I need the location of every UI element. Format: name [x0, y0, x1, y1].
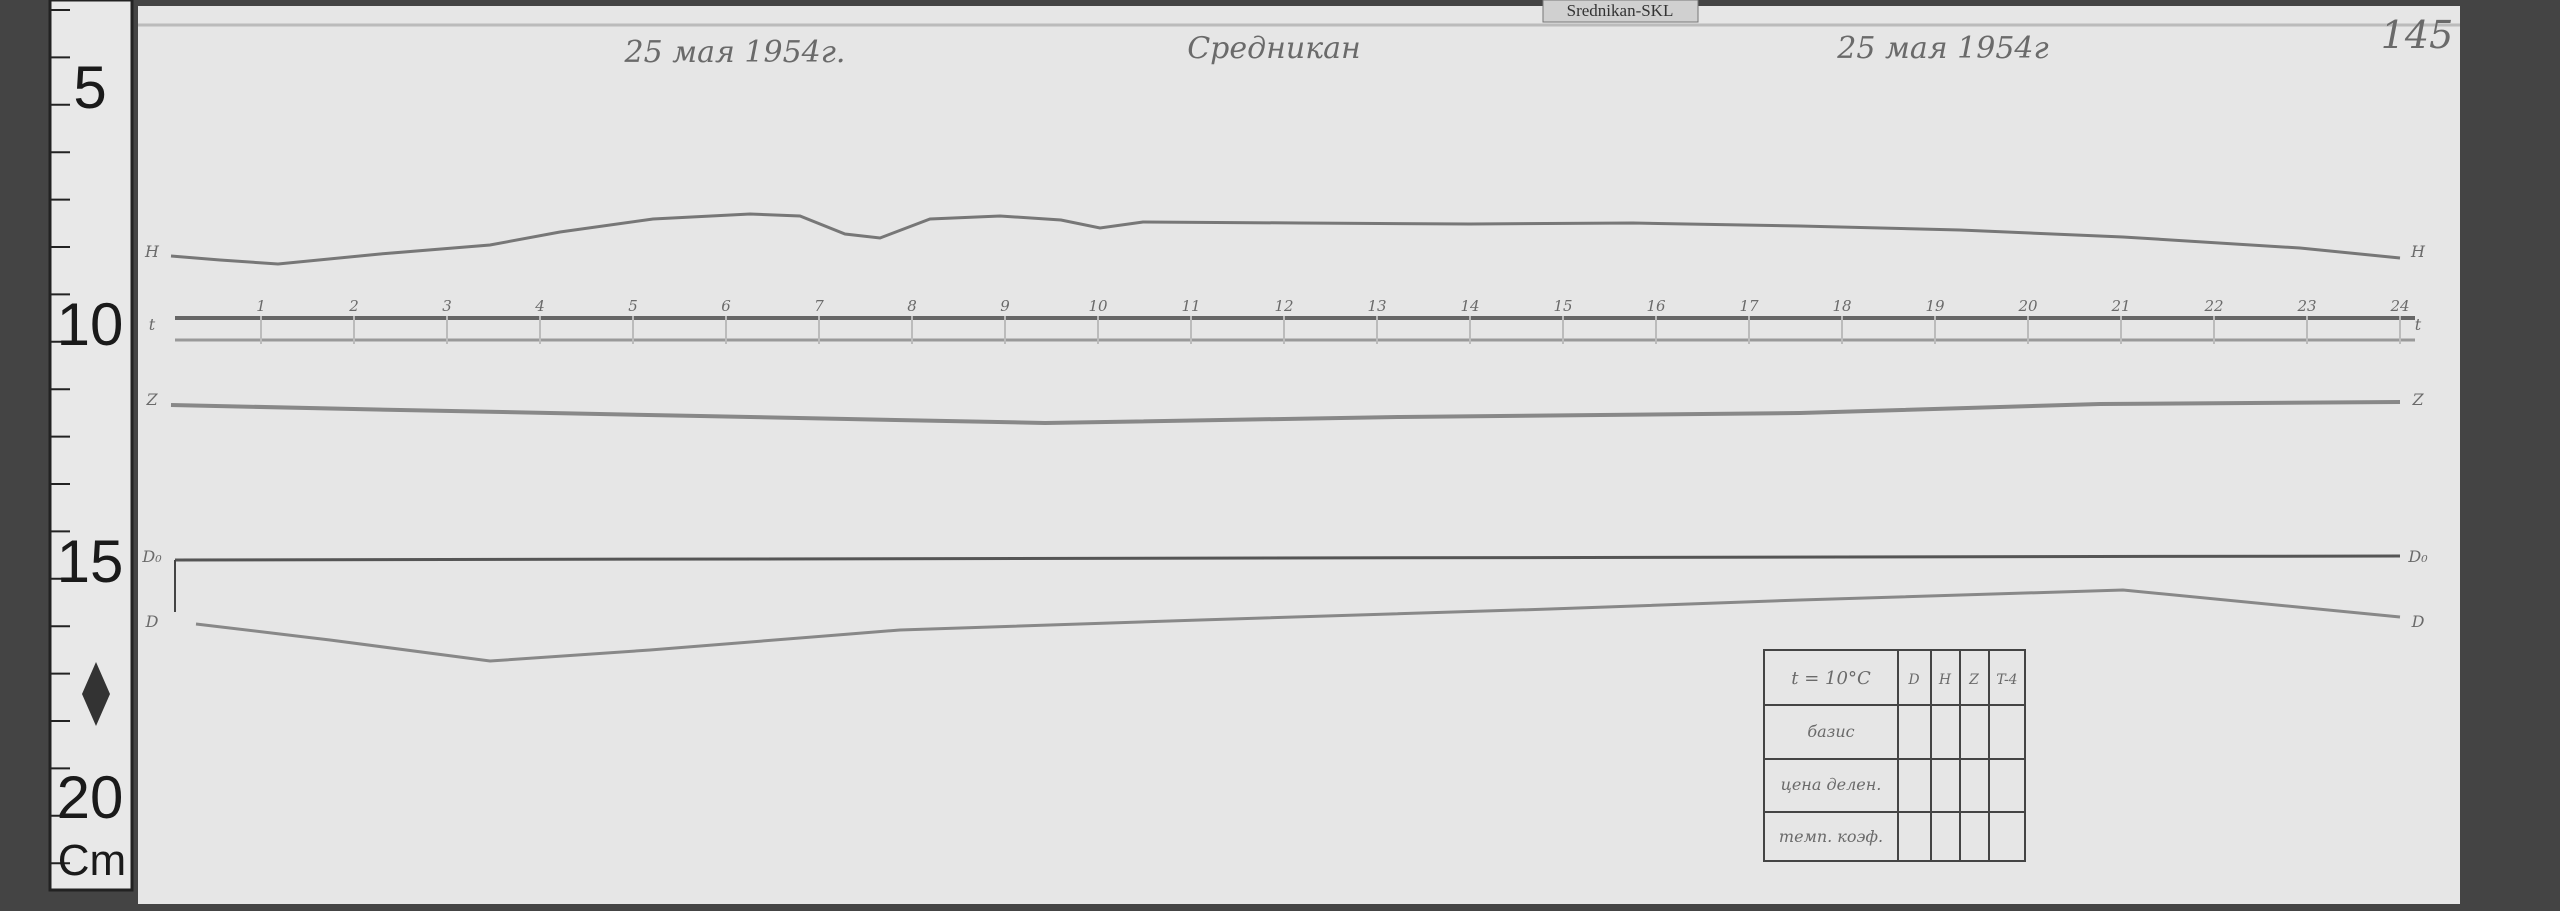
table-row-label: базис [1807, 722, 1854, 741]
page-number: 145 [2381, 13, 2454, 57]
table-header: Z [1968, 672, 1979, 688]
table-header: D [1907, 672, 1919, 688]
ruler-label: 5 [73, 54, 106, 121]
table-header: T-4 [1996, 672, 2017, 688]
ruler-label: 10 [57, 291, 124, 358]
hour-label: 7 [814, 297, 824, 315]
trace-label-left: H [144, 242, 160, 261]
label-tag-text: Srednikan-SKL [1567, 1, 1674, 20]
trace-label-right: D₀ [2407, 547, 2428, 566]
trace-label-left: D [145, 612, 159, 631]
trace-label-right: t [2415, 315, 2422, 334]
hour-label: 5 [628, 297, 638, 315]
hour-label: 4 [534, 297, 545, 315]
hour-label: 22 [2203, 297, 2223, 315]
table-header: H [1938, 672, 1952, 688]
hour-label: 20 [2017, 297, 2038, 315]
hour-label: 8 [907, 297, 917, 315]
hour-label: 24 [2389, 297, 2409, 315]
ruler-label: 15 [57, 528, 124, 595]
table-header: t = 10°C [1791, 668, 1871, 689]
hour-label: 21 [2110, 297, 2130, 315]
hour-label: 18 [1832, 297, 1851, 315]
trace-d0 [174, 554, 2401, 562]
ruler [48, 0, 134, 892]
hour-label: 23 [2296, 297, 2316, 315]
hour-label: 9 [1000, 297, 1010, 315]
trace-label-right: Z [2411, 390, 2424, 409]
ruler-unit: Cm [58, 836, 126, 885]
label-tag [1542, 0, 1699, 23]
hour-label: 13 [1367, 297, 1386, 315]
hour-label: 17 [1739, 297, 1759, 315]
hour-label: 3 [442, 297, 452, 315]
trace-label-left: t [149, 315, 156, 334]
hour-label: 11 [1181, 297, 1200, 315]
trace-label-left: Z [145, 390, 158, 409]
ruler-diamond [82, 662, 110, 726]
table-grid [1763, 649, 2026, 862]
trace-d [195, 588, 2401, 663]
date-left: 25 мая 1954г. [624, 35, 846, 70]
ruler-label: 20 [57, 764, 124, 831]
trace-h [170, 212, 2401, 266]
table-row-label: цена делен. [1781, 775, 1882, 794]
trace-label-right: D [2411, 612, 2425, 631]
hour-label: 1 [256, 297, 266, 315]
hour-label: 12 [1274, 297, 1293, 315]
hour-label: 10 [1088, 297, 1108, 315]
paper [138, 6, 2460, 904]
hour-label: 16 [1646, 297, 1666, 315]
hour-label: 6 [721, 297, 731, 315]
trace-z [170, 400, 2401, 426]
trace-label-left: D₀ [141, 547, 162, 566]
date-right: 25 мая 1954г [1836, 31, 2048, 66]
trace-label-right: H [2410, 242, 2426, 261]
hour-label: 19 [1925, 297, 1945, 315]
hour-label: 14 [1460, 297, 1479, 315]
table-row-label: темп. коэф. [1779, 827, 1883, 846]
station: Средникан [1187, 31, 1361, 66]
hour-label: 2 [348, 297, 359, 315]
hour-label: 15 [1553, 297, 1572, 315]
